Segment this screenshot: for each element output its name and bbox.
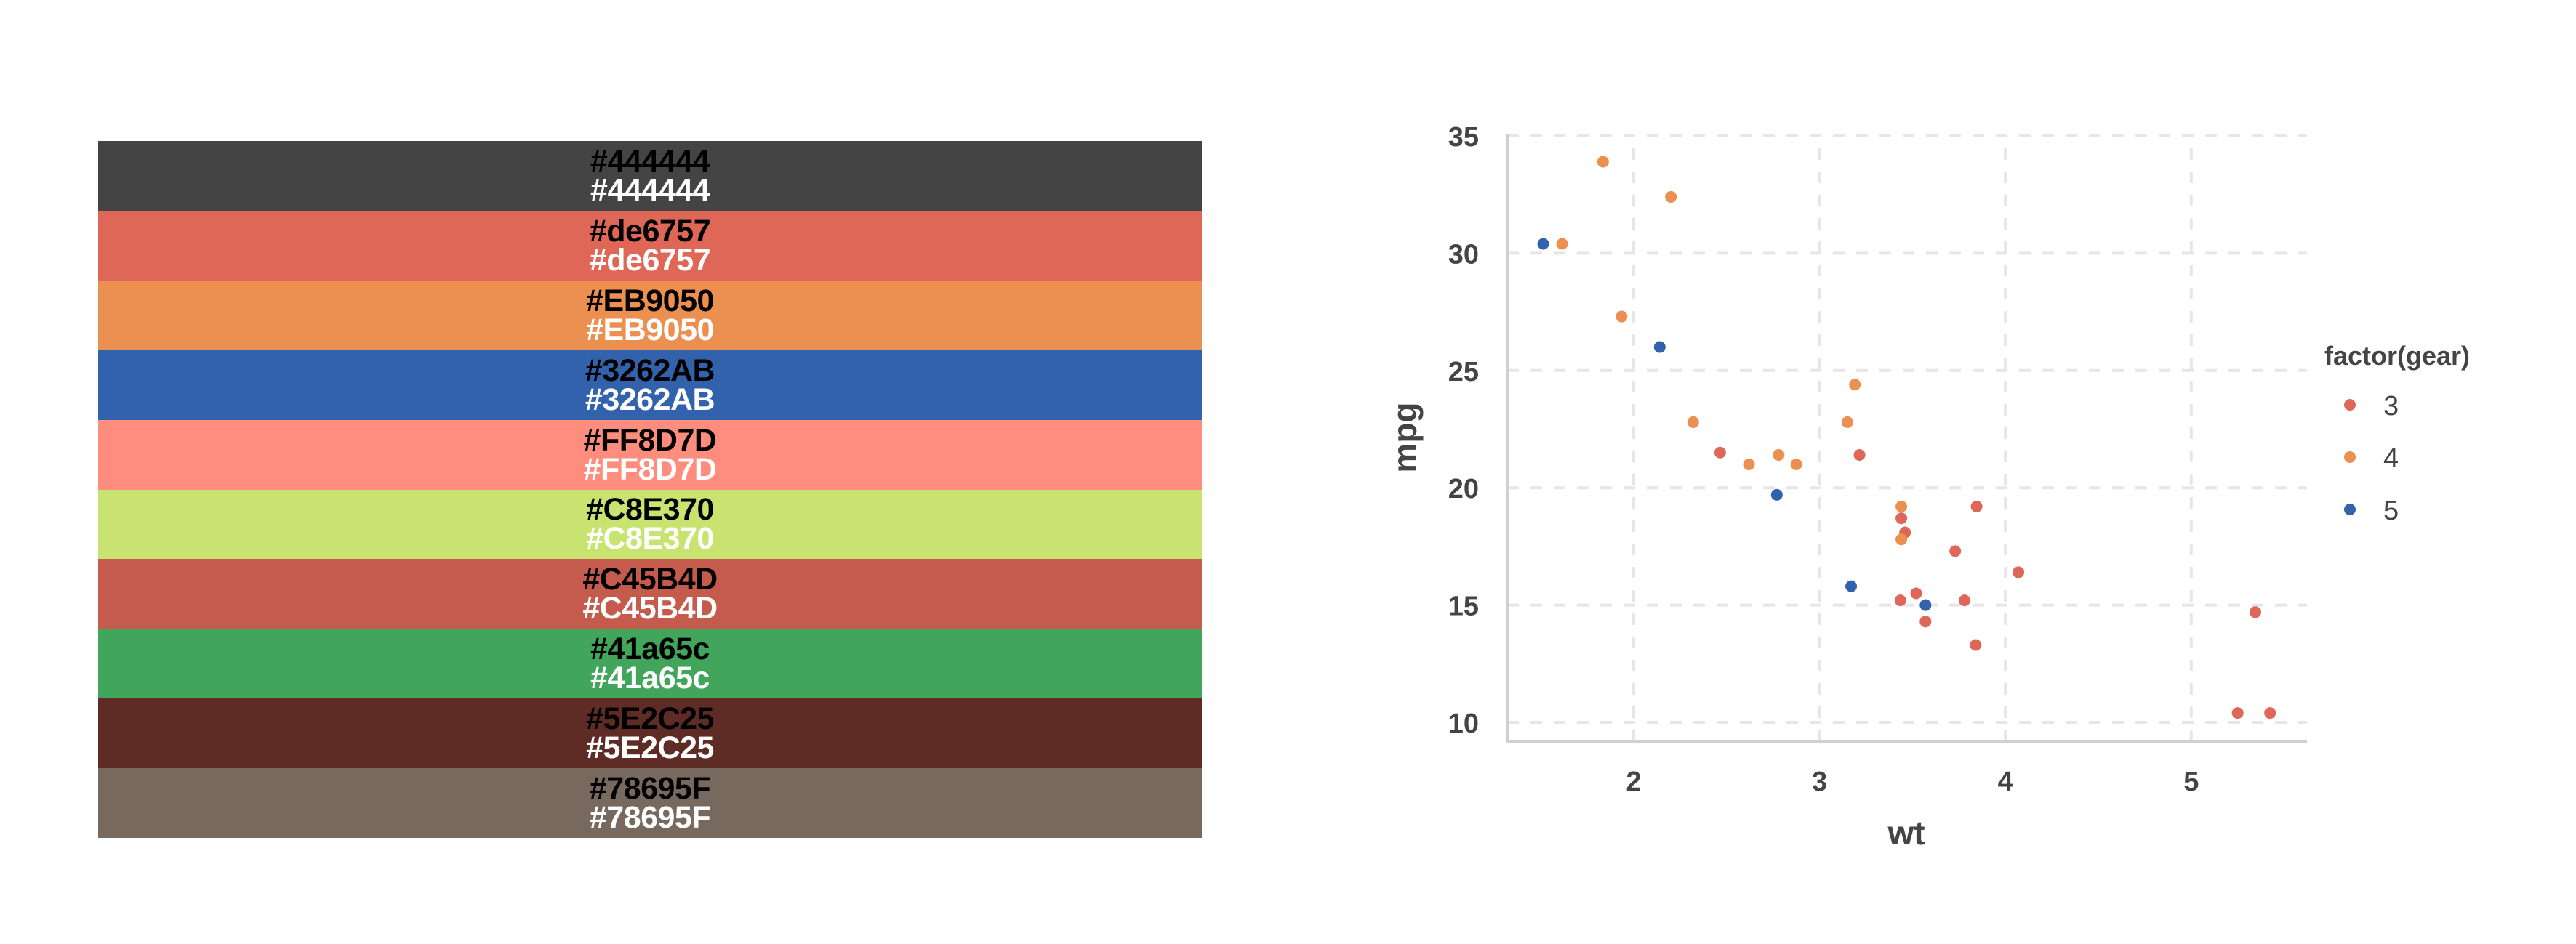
- swatch-label-white: #5E2C25: [586, 730, 714, 766]
- swatch-label-black: #FF8D7D: [583, 422, 717, 458]
- swatch-label-black: #5E2C25: [586, 701, 714, 737]
- legend-key-4: [2344, 451, 2356, 463]
- y-axis-title: mpg: [1386, 402, 1424, 472]
- swatch-label-white: #EB9050: [586, 312, 714, 347]
- legend-key-3: [2344, 399, 2356, 411]
- data-point: [1949, 545, 1962, 557]
- swatch-label-black: #C8E370: [586, 492, 714, 528]
- swatch-label-white: #444444: [590, 172, 710, 208]
- data-point: [1597, 156, 1609, 168]
- legend-item: 3: [2344, 391, 2399, 421]
- y-tick-label: 15: [1448, 592, 1479, 622]
- swatch-label-black: #78695F: [589, 771, 711, 807]
- data-point: [1970, 501, 1983, 513]
- data-point: [1687, 416, 1699, 428]
- swatch-label-white: #41a65c: [590, 661, 710, 696]
- y-tick-label: 30: [1448, 239, 1479, 270]
- y-tick-label: 20: [1448, 474, 1479, 504]
- data-point: [1845, 580, 1858, 592]
- tick-labels: 10 15 20 25 30 35 2 3 4 5: [1448, 122, 2199, 797]
- swatch-label-white: #C45B4D: [582, 591, 718, 626]
- data-point: [1537, 238, 1549, 250]
- legend-title: factor(gear): [2324, 341, 2470, 371]
- grid-lines: [1507, 134, 2307, 741]
- axes: [1506, 134, 2307, 743]
- data-point: [1919, 616, 1932, 628]
- swatch-label-white: #de6757: [589, 242, 711, 278]
- swatch-label-black: #EB9050: [586, 283, 714, 318]
- legend-label: 5: [2383, 496, 2399, 526]
- swatch-label-white: #C8E370: [586, 521, 714, 557]
- swatch: #C45B4D #C45B4D: [98, 559, 1202, 629]
- data-point: [1743, 458, 1755, 470]
- x-tick-label: 3: [1812, 767, 1827, 797]
- y-tick-label: 25: [1448, 357, 1479, 387]
- data-point: [1773, 449, 1785, 461]
- data-point: [1895, 512, 1908, 525]
- swatch: #3262AB #3262AB: [98, 350, 1202, 420]
- data-point: [1770, 488, 1783, 501]
- data-point: [2249, 606, 2261, 618]
- data-point: [1841, 416, 1853, 428]
- x-tick-label: 2: [1626, 767, 1641, 797]
- legend-key-5: [2344, 504, 2356, 515]
- data-point: [1790, 458, 1802, 470]
- data-point: [2231, 707, 2244, 719]
- x-axis-title: wt: [1887, 814, 1925, 852]
- data-point: [2013, 566, 2025, 578]
- data-point: [1970, 639, 1982, 651]
- swatch: #41a65c #41a65c: [98, 629, 1202, 699]
- x-tick-label: 5: [2183, 767, 2199, 797]
- swatch-label-black: #C45B4D: [582, 562, 718, 597]
- data-point: [1653, 341, 1666, 353]
- swatch: #C8E370 #C8E370: [98, 489, 1202, 560]
- x-tick-label: 4: [1998, 767, 2013, 797]
- legend-item: 4: [2344, 443, 2399, 474]
- swatch-label-white: #FF8D7D: [583, 451, 717, 487]
- swatch: #444444 #444444: [98, 141, 1202, 211]
- swatch-label-white: #3262AB: [585, 382, 715, 417]
- y-tick-label: 10: [1448, 709, 1479, 739]
- data-points: [1537, 156, 2276, 719]
- legend-label: 4: [2383, 443, 2399, 474]
- swatch: #FF8D7D #FF8D7D: [98, 419, 1202, 490]
- swatch-label-black: #3262AB: [585, 352, 715, 388]
- legend: factor(gear) 3 4 5: [2324, 341, 2470, 526]
- data-point: [1895, 501, 1908, 513]
- data-point: [1616, 310, 1628, 323]
- swatch: #5E2C25 #5E2C25: [98, 698, 1202, 769]
- data-point: [1894, 594, 1906, 607]
- swatch-label-white: #78695F: [589, 800, 711, 836]
- swatch: #78695F #78695F: [98, 768, 1202, 839]
- data-point: [2264, 707, 2276, 719]
- legend-label: 3: [2383, 391, 2399, 421]
- data-point: [1958, 594, 1970, 607]
- swatch-label-black: #444444: [590, 143, 710, 179]
- data-point: [1849, 379, 1861, 391]
- data-point: [1910, 587, 1922, 600]
- data-point: [1853, 449, 1866, 461]
- data-point: [1714, 446, 1726, 459]
- data-point: [1556, 238, 1568, 250]
- data-point: [1895, 533, 1908, 546]
- color-swatch-panel: #444444 #444444 #de6757 #de6757 #EB9050 #EB…: [98, 141, 1202, 839]
- data-point: [1665, 190, 1677, 203]
- y-tick-label: 35: [1448, 122, 1479, 153]
- swatch: #EB9050 #EB9050: [98, 280, 1202, 350]
- data-point: [1919, 599, 1932, 611]
- swatch: #de6757 #de6757: [98, 210, 1202, 281]
- swatch-label-black: #41a65c: [590, 632, 710, 667]
- swatch-label-black: #de6757: [589, 213, 711, 249]
- legend-item: 5: [2344, 496, 2399, 526]
